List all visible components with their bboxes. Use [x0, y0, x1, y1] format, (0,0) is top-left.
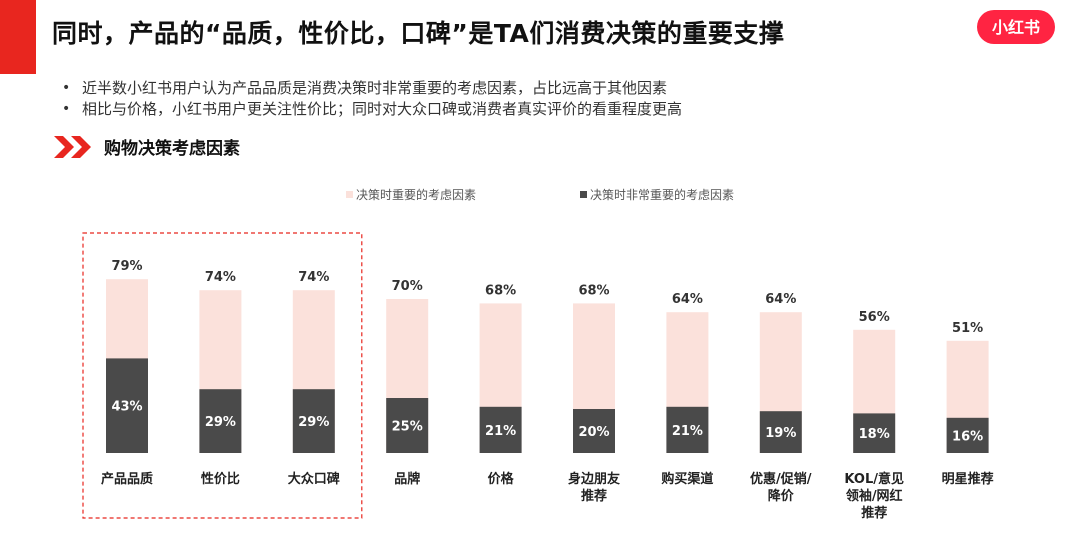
bullet-dot: •: [62, 101, 71, 117]
bar-very-important: [666, 406, 709, 453]
data-label-important: 74%: [205, 270, 236, 285]
category-label: 产品品质: [101, 471, 153, 487]
category-label: 降价: [768, 488, 795, 504]
data-label-important: 64%: [765, 292, 796, 307]
page-title: 同时，产品的“品质，性价比，口碑”是TA们消费决策的重要支撑: [52, 19, 785, 48]
category-label: 领袖/网红: [846, 488, 903, 504]
category-label: 大众口碑: [288, 471, 340, 487]
data-label-very-important: 21%: [672, 424, 703, 439]
data-label-important: 74%: [298, 270, 329, 285]
data-label-important: 68%: [578, 283, 609, 298]
category-label: 优惠/促销/: [750, 471, 812, 487]
data-label-very-important: 19%: [765, 426, 796, 441]
bullet-item: • 相比与价格，小红书用户更关注性价比；同时对大众口碑或消费者真实评价的看重程度…: [60, 99, 682, 120]
bar-very-important: [853, 413, 896, 453]
category-label: 推荐: [581, 488, 607, 504]
data-label-very-important: 18%: [859, 427, 890, 442]
bar-very-important: [199, 389, 242, 453]
bar-very-important: [573, 409, 615, 453]
category-label: KOL/意见: [844, 471, 904, 487]
data-label-very-important: 21%: [485, 424, 516, 439]
data-label-important: 68%: [485, 283, 516, 298]
highlight-box: [82, 232, 363, 519]
bar-very-important: [946, 417, 989, 453]
xiaohongshu-logo: 小红书: [977, 10, 1055, 44]
logo-text: 小红书: [992, 18, 1040, 37]
data-label-very-important: 20%: [578, 425, 609, 440]
data-label-very-important: 43%: [111, 400, 142, 415]
chart-legend: 决策时重要的考虑因素 决策时非常重要的考虑因素: [0, 186, 1072, 206]
category-label: 身边朋友: [568, 471, 620, 487]
bar-very-important: [106, 358, 148, 453]
bullet-list: • 近半数小红书用户认为产品品质是消费决策时非常重要的考虑因素，占比远高于其他因…: [60, 78, 682, 120]
category-label: 性价比: [201, 471, 240, 487]
legend-label: 决策时重要的考虑因素: [356, 188, 477, 202]
data-label-important: 64%: [672, 292, 703, 307]
legend-swatch-dark: [580, 191, 587, 198]
double-chevron-icon: [54, 135, 91, 158]
legend-label: 决策时非常重要的考虑因素: [590, 188, 735, 202]
legend-item-very-important: 决策时非常重要的考虑因素: [580, 186, 734, 203]
bar-very-important: [292, 389, 335, 453]
bullet-text: 近半数小红书用户认为产品品质是消费决策时非常重要的考虑因素，占比远高于其他因素: [82, 79, 668, 97]
section-title: 购物决策考虑因素: [104, 139, 240, 159]
data-label-important: 56%: [859, 310, 890, 325]
accent-bar: [0, 0, 36, 74]
bar-very-important: [479, 406, 522, 453]
data-label-important: 79%: [111, 259, 142, 274]
bullet-item: • 近半数小红书用户认为产品品质是消费决策时非常重要的考虑因素，占比远高于其他因…: [60, 78, 682, 99]
category-label: 推荐: [861, 505, 887, 521]
data-label-very-important: 29%: [205, 415, 236, 430]
legend-swatch-light: [346, 191, 353, 198]
section-header: 购物决策考虑因素: [54, 134, 240, 159]
data-label-very-important: 25%: [392, 420, 423, 435]
data-label-very-important: 29%: [298, 415, 329, 430]
data-label-important: 51%: [952, 321, 983, 336]
category-label: 品牌: [394, 471, 420, 487]
category-label: 明星推荐: [942, 471, 994, 487]
data-label-important: 70%: [392, 279, 423, 294]
legend-item-important: 决策时重要的考虑因素: [346, 186, 476, 203]
category-label: 价格: [488, 471, 515, 487]
category-label: 购买渠道: [661, 471, 713, 487]
bullet-text: 相比与价格，小红书用户更关注性价比；同时对大众口碑或消费者真实评价的看重程度更高: [82, 100, 683, 118]
bar-very-important: [386, 398, 429, 453]
bullet-dot: •: [62, 80, 71, 96]
data-label-very-important: 16%: [952, 429, 983, 444]
bar-very-important: [759, 411, 802, 453]
